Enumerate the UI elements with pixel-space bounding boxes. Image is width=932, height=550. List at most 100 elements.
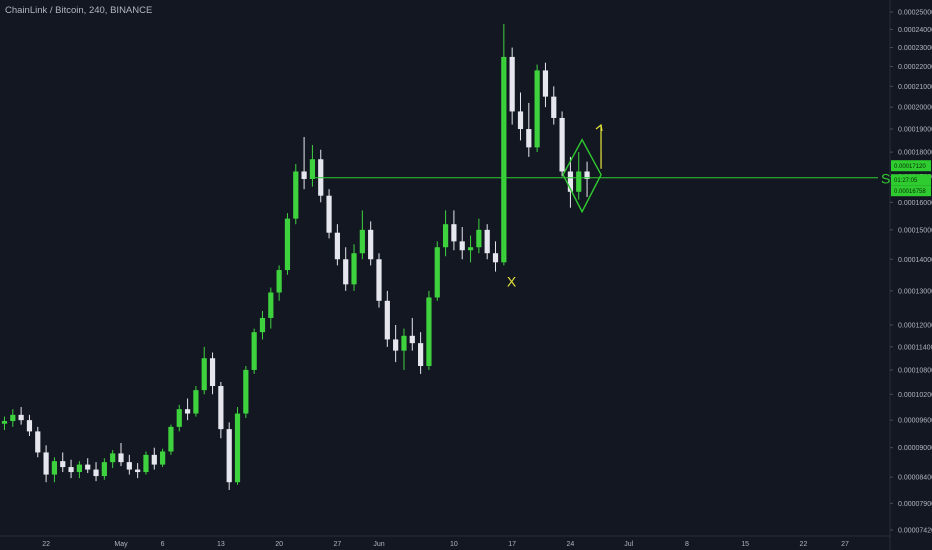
time-tick-label: 10	[450, 541, 458, 548]
price-tick-label: 0.00008400	[898, 475, 932, 482]
price-tick-label: 0.00010200	[898, 392, 932, 399]
candle-body	[118, 453, 124, 463]
candle-body	[384, 300, 390, 340]
price-tick-label: 0.00007900	[898, 501, 932, 508]
candle-body	[18, 414, 24, 421]
time-tick-label: 27	[333, 541, 341, 548]
candle-body	[509, 56, 515, 112]
candle-body	[559, 117, 565, 172]
candle-body	[351, 253, 357, 285]
candle-body	[467, 247, 474, 251]
candle-body	[484, 229, 490, 254]
time-tick-label: May	[114, 541, 128, 548]
price-tick-label: 0.00024000	[898, 27, 932, 34]
candle-body	[301, 171, 307, 179]
candle-body	[334, 232, 340, 260]
candle-body	[393, 339, 399, 351]
candle-body	[226, 429, 232, 483]
candle-body	[135, 469, 141, 473]
candle-body	[418, 343, 424, 366]
price-tick-label: 0.00009600	[898, 418, 932, 425]
time-tick-label: 22	[800, 541, 808, 548]
price-tick-label: 0.00014000	[898, 257, 932, 264]
candle-body	[326, 195, 332, 233]
candle-body	[193, 390, 199, 414]
candle-body	[259, 317, 266, 333]
candle-body	[10, 414, 16, 422]
candle-body	[459, 241, 465, 251]
candle-body	[251, 332, 257, 370]
price-tick-label: 0.00015000	[898, 227, 932, 234]
time-tick-label: 17	[508, 541, 516, 548]
candle-body	[85, 464, 91, 470]
price-tick-label: 0.00012000	[898, 322, 932, 329]
price-tick-label: 0.00010800	[898, 367, 932, 374]
candle-body	[268, 292, 274, 318]
candle-body	[51, 461, 58, 475]
candle-body	[368, 229, 374, 260]
candle-body	[476, 229, 482, 248]
candle-body	[209, 358, 216, 387]
candle-body	[551, 96, 557, 118]
candle-body	[576, 171, 582, 192]
candle-body	[426, 297, 432, 366]
time-tick-label: 27	[841, 541, 849, 548]
candle-body	[243, 369, 249, 414]
candle-body	[276, 270, 282, 293]
candle-body	[492, 253, 499, 263]
candle-body	[60, 461, 66, 468]
candle-body	[376, 259, 382, 301]
time-tick-label: 20	[275, 541, 283, 548]
candle-body	[184, 409, 191, 414]
candle-body	[35, 431, 41, 453]
candle-body	[176, 409, 182, 427]
candle-body	[293, 171, 299, 219]
price-tag	[891, 185, 931, 197]
candle-body	[284, 218, 291, 271]
price-tick-label: 0.00020000	[898, 105, 932, 112]
candle-body	[43, 452, 49, 475]
candle-body	[534, 70, 540, 148]
support-label: S	[881, 171, 890, 187]
candle-body	[168, 426, 174, 452]
candle-body	[160, 451, 166, 465]
price-tag-label: 01:27:05	[894, 178, 918, 184]
marker-label: X	[507, 273, 517, 289]
time-tick-label: Jun	[373, 541, 384, 548]
candle-body	[101, 462, 107, 477]
price-tick-label: 0.00019000	[898, 127, 932, 134]
candle-body	[451, 224, 457, 242]
candle-body	[110, 453, 116, 463]
time-tick-label: 13	[217, 541, 225, 548]
projection-arrowhead	[595, 123, 603, 132]
price-tag	[891, 160, 931, 172]
price-tick-label: 0.00016000	[898, 200, 932, 207]
candle-body	[309, 159, 316, 179]
time-tick-label: 8	[685, 541, 689, 548]
candle-body	[401, 335, 407, 351]
candle-body	[542, 70, 549, 97]
price-tick-label: 0.00013000	[898, 288, 932, 295]
price-tag	[891, 174, 931, 186]
price-tick-label: 0.00011400	[898, 344, 932, 351]
price-tick-label: 0.00025000	[898, 10, 932, 17]
time-tick-label: 22	[42, 541, 50, 548]
time-tick-label: 15	[741, 541, 749, 548]
candle-body	[93, 469, 99, 477]
time-tick-label: 24	[567, 541, 575, 548]
price-tick-label: 0.00018000	[898, 150, 932, 157]
candle-body	[1, 421, 8, 424]
candle-body	[26, 420, 33, 432]
candle-body	[517, 111, 524, 130]
candle-body	[151, 454, 157, 465]
chart-title: ChainLink / Bitcoin, 240, BINANCE	[5, 5, 153, 16]
candle-body	[68, 467, 74, 473]
candle-body	[584, 171, 590, 179]
candle-body	[218, 386, 224, 430]
diamond-pattern	[562, 138, 602, 214]
price-tick-label: 0.00007420	[898, 528, 932, 535]
candle-body	[434, 247, 440, 298]
candle-body	[343, 259, 349, 285]
candle-body	[442, 224, 449, 248]
